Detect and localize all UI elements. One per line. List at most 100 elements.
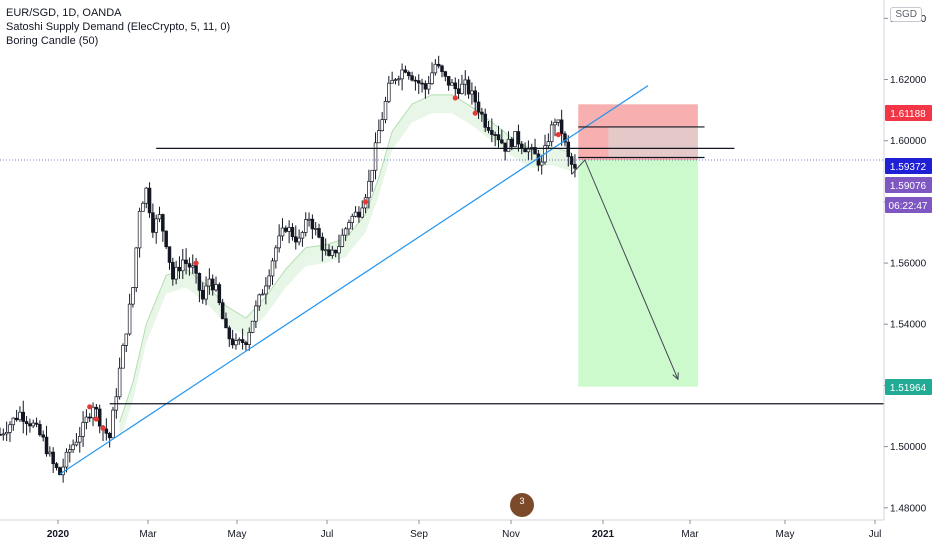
candle	[167, 246, 172, 270]
candle	[463, 70, 468, 96]
candle	[480, 107, 484, 122]
candle-body	[161, 214, 165, 232]
candle-body	[274, 247, 278, 262]
candle-body	[476, 101, 481, 113]
candle	[270, 258, 275, 285]
candle-body	[214, 284, 218, 291]
candle-body	[360, 207, 364, 218]
candle	[224, 312, 228, 329]
candle	[516, 124, 521, 152]
candle-body	[559, 119, 564, 135]
candle	[157, 206, 162, 223]
candle	[373, 132, 378, 180]
candle	[24, 416, 29, 436]
candle	[111, 406, 115, 439]
candle-body	[566, 141, 571, 157]
candle	[184, 248, 188, 275]
candle	[466, 76, 471, 99]
y-tick-label: 1.48000	[890, 503, 927, 514]
candle-body	[154, 218, 158, 233]
candle	[200, 282, 205, 304]
candle-body	[41, 434, 45, 438]
candle	[177, 256, 182, 279]
candle	[383, 96, 388, 124]
projection-arrowhead	[672, 372, 679, 381]
candle-body	[456, 88, 461, 94]
candle	[134, 247, 139, 292]
candle-body	[284, 227, 288, 232]
candle-body	[347, 222, 351, 230]
candle	[559, 109, 564, 146]
candle	[174, 260, 178, 285]
y-tick-label: 1.54000	[890, 320, 927, 331]
signal-dot	[472, 110, 478, 116]
candle	[340, 228, 345, 248]
candle-body	[573, 164, 577, 169]
candle	[297, 229, 301, 246]
candle-body	[463, 79, 468, 85]
candle-body	[416, 80, 421, 84]
candle-body	[87, 416, 92, 419]
candle	[87, 413, 92, 423]
candle	[496, 125, 501, 148]
logo-badge: 3	[519, 496, 525, 506]
candle	[250, 320, 255, 334]
x-tick-label: Jul	[321, 529, 334, 540]
candle	[569, 152, 574, 175]
candle-body	[303, 219, 308, 233]
candle	[151, 203, 155, 238]
candle-body	[171, 262, 175, 280]
candle-body	[167, 246, 172, 263]
x-tick-label: Mar	[681, 529, 699, 540]
candle	[456, 79, 461, 99]
candle-body	[407, 71, 411, 77]
candle-body	[473, 90, 477, 103]
candle	[410, 71, 414, 82]
y-tick-label: 1.60000	[890, 136, 927, 147]
candle	[141, 201, 145, 212]
candle	[397, 75, 401, 86]
candle-body	[141, 202, 145, 212]
candle	[264, 277, 268, 305]
candle-body	[350, 215, 355, 223]
candle-body	[297, 237, 301, 243]
candle-body	[48, 451, 52, 455]
candle-body	[207, 278, 212, 287]
candle-body	[230, 338, 235, 346]
candle-body	[340, 234, 345, 247]
candle	[367, 169, 371, 209]
candle	[34, 417, 39, 428]
candle	[440, 64, 444, 78]
candle	[154, 214, 158, 244]
candle	[207, 268, 212, 295]
candle-body	[460, 83, 464, 94]
candle-body	[353, 211, 358, 217]
candle-body	[383, 101, 388, 120]
candle	[370, 169, 374, 192]
currency-button[interactable]: SGD	[890, 7, 922, 22]
legend-indicator-supply-demand: Satoshi Supply Demand (ElecCrypto, 5, 11…	[6, 21, 231, 33]
candle	[230, 329, 235, 349]
candle-body	[320, 236, 325, 251]
candle-body	[506, 138, 511, 152]
candle-body	[390, 80, 394, 84]
candle	[237, 337, 242, 345]
candle-body	[111, 409, 115, 439]
candle-body	[553, 122, 557, 126]
candle	[290, 223, 295, 241]
price-label-bg	[885, 177, 932, 193]
candle	[8, 421, 12, 442]
candle-body	[337, 246, 341, 254]
x-tick-label: Jul	[869, 529, 882, 540]
candle-body	[436, 63, 441, 67]
price-label-bg	[885, 158, 932, 174]
candle-body	[503, 142, 507, 152]
candle-body	[144, 187, 148, 204]
candle-body	[453, 82, 458, 90]
candle	[227, 325, 232, 347]
candle	[287, 220, 291, 244]
candle	[41, 430, 45, 442]
signal-dot	[193, 260, 199, 266]
candle	[446, 76, 451, 91]
